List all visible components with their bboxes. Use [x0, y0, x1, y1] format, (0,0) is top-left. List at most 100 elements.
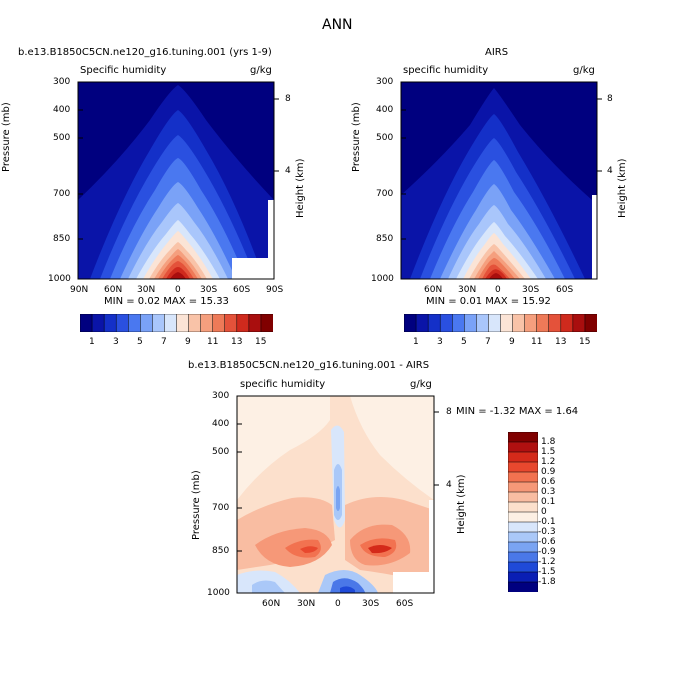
colorbar1 — [80, 314, 273, 332]
colorbar1-label: 1 — [89, 337, 95, 347]
panel1-htick: 8 — [285, 94, 291, 104]
panel1-xtick: 30S — [200, 285, 218, 295]
panel1-ytick: 500 — [53, 133, 71, 143]
colorbar3-label: -0.6 — [538, 537, 556, 547]
panel3-ytick: 300 — [212, 391, 230, 401]
colorbar3-swatch — [508, 451, 538, 463]
panel1-xtick: 60S — [233, 285, 251, 295]
colorbar1-label: 5 — [137, 337, 143, 347]
panel3-xtick: 60N — [262, 599, 281, 609]
colorbar3-swatch — [508, 501, 538, 513]
panel2-stats: MIN = 0.01 MAX = 15.92 — [426, 296, 551, 307]
colorbar2-label: 9 — [509, 337, 515, 347]
colorbar3 — [508, 432, 538, 592]
colorbar1-label: 9 — [185, 337, 191, 347]
panel2-ytick: 1000 — [371, 274, 394, 284]
panel2-xtick: 60N — [424, 285, 443, 295]
colorbar3-swatch — [508, 571, 538, 583]
colorbar1-label: 13 — [231, 337, 243, 347]
panel2-ytick: 300 — [376, 77, 394, 87]
colorbar3-label: 1.5 — [541, 447, 556, 457]
panel2-left-label: specific humidity — [403, 65, 489, 76]
colorbar3-swatch — [508, 581, 538, 592]
colorbar2-label: 7 — [485, 337, 491, 347]
colorbar3-label: 0.6 — [541, 477, 556, 487]
panel1-ytick: 850 — [53, 234, 71, 244]
colorbar3-swatch — [508, 551, 538, 563]
panel1-ytick: 400 — [53, 105, 71, 115]
main-title: ANN — [322, 17, 353, 33]
colorbar2-label: 15 — [579, 337, 591, 347]
colorbar3-label: -0.9 — [538, 547, 556, 557]
colorbar1-swatch — [260, 314, 273, 332]
colorbar1-label: 7 — [161, 337, 167, 347]
colorbar2-swatch — [584, 314, 597, 332]
colorbar1-label: 3 — [113, 337, 119, 347]
panel1-left-label: Specific humidity — [80, 65, 167, 76]
panel2-y-ticks — [401, 81, 602, 280]
panel3-htick: 8 — [446, 407, 452, 417]
panel2-ytick: 500 — [376, 133, 394, 143]
colorbar3-swatch — [508, 521, 538, 533]
panel3-xtick: 30N — [297, 599, 316, 609]
panel2-ytick: 400 — [376, 105, 394, 115]
colorbar3-swatch — [508, 511, 538, 523]
panel1-xtick: 90N — [70, 285, 89, 295]
colorbar3-swatch — [508, 481, 538, 493]
colorbar3-swatch — [508, 541, 538, 553]
panel2-field — [401, 82, 597, 279]
colorbar3-label: -1.5 — [538, 567, 556, 577]
panel2-xtick: 30N — [458, 285, 477, 295]
panel1-xtick: 90S — [266, 285, 284, 295]
panel2-title: AIRS — [485, 47, 509, 58]
colorbar3-label: -0.1 — [538, 517, 556, 527]
panel3-htick: 4 — [446, 480, 452, 490]
colorbar1-label: 11 — [207, 337, 219, 347]
panel3-ytick: 700 — [212, 503, 230, 513]
colorbar3-label: 0.1 — [541, 497, 556, 507]
colorbar3-swatch — [508, 531, 538, 543]
panel3-xtick: 60S — [396, 599, 414, 609]
panel3-stats: MIN = -1.32 MAX = 1.64 — [456, 406, 579, 417]
colorbar3-swatch — [508, 432, 538, 443]
panel1-field — [78, 82, 274, 279]
panel3-ytick: 400 — [212, 419, 230, 429]
panel1-htick: 4 — [285, 166, 291, 176]
colorbar3-label: -0.3 — [538, 527, 556, 537]
colorbar3-swatch — [508, 491, 538, 503]
panel3-ytick: 1000 — [207, 588, 230, 598]
panel1-ytick: 1000 — [48, 274, 71, 284]
colorbar3-swatch — [508, 471, 538, 483]
panel1-units: g/kg — [250, 65, 272, 76]
panel2-xtick: 30S — [522, 285, 540, 295]
colorbar2-label: 5 — [461, 337, 467, 347]
colorbar3-label: 0 — [541, 507, 547, 517]
colorbar3-label: 1.8 — [541, 437, 556, 447]
colorbar2-label: 13 — [555, 337, 567, 347]
panel2-htick: 8 — [607, 94, 613, 104]
colorbar2-label: 3 — [437, 337, 443, 347]
colorbar3-label: 0.9 — [541, 467, 556, 477]
panel1-xtick: 0 — [175, 285, 181, 295]
panel3-ylabel: Pressure (mb) — [191, 470, 202, 540]
colorbar3-label: -1.8 — [538, 577, 556, 587]
colorbar2-label: 1 — [413, 337, 419, 347]
colorbar3-swatch — [508, 441, 538, 453]
panel3-units: g/kg — [410, 379, 432, 390]
panel1-ytick: 300 — [53, 77, 71, 87]
panel1-stats: MIN = 0.02 MAX = 15.33 — [104, 296, 229, 307]
panel3-xtick: 0 — [335, 599, 341, 609]
panel1-xtick: 60N — [104, 285, 123, 295]
panel2-htick: 4 — [607, 166, 613, 176]
panel3-ytick: 500 — [212, 447, 230, 457]
panel1-y-ticks — [78, 81, 279, 280]
colorbar2 — [404, 314, 597, 332]
panel2-units: g/kg — [573, 65, 595, 76]
colorbar1-label: 15 — [255, 337, 267, 347]
panel2-xtick: 0 — [495, 285, 501, 295]
colorbar3-swatch — [508, 561, 538, 573]
panel3-xtick: 30S — [362, 599, 380, 609]
